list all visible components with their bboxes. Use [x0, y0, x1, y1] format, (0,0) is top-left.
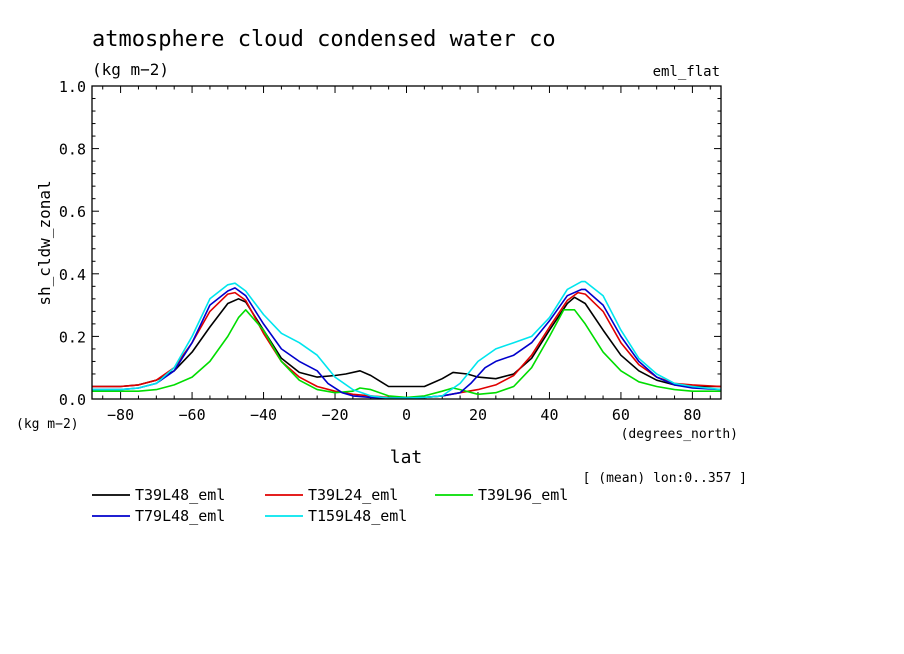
series-line-t39l48-eml — [92, 296, 721, 388]
series-line-t39l96-eml — [92, 308, 721, 399]
x-tick-label: 20 — [469, 406, 487, 424]
x-units-label: (degrees_north) — [621, 427, 738, 442]
x-tick-label: −40 — [250, 406, 277, 424]
y-axis-label: sh_cldw_zonal — [35, 180, 54, 305]
y-tick-label: 0.6 — [59, 203, 86, 221]
y-tick-label: 0.8 — [59, 141, 86, 159]
x-tick-label: −20 — [321, 406, 348, 424]
chart-units: (kg m−2) — [92, 60, 169, 79]
legend-label: T39L96_eml — [478, 486, 568, 504]
legend-label: T159L48_eml — [308, 507, 407, 525]
x-tick-label: −60 — [179, 406, 206, 424]
y-tick-label: 0.4 — [59, 266, 86, 284]
y-tick-label: 1.0 — [59, 78, 86, 96]
legend: T39L48_eml T39L24_eml T39L96_eml T79L48_eml… — [92, 486, 568, 525]
series-line-t159l48-eml — [92, 280, 722, 399]
y-tick-label: 0.2 — [59, 328, 86, 346]
plot-series-group — [92, 280, 722, 399]
footnote: [ (mean) lon:0..357 ] — [583, 471, 747, 486]
series-line-t79l48-eml — [92, 287, 722, 399]
x-tick-label: 0 — [402, 406, 411, 424]
x-tick-label: −80 — [107, 406, 134, 424]
chart-tag: eml_flat — [653, 64, 720, 80]
legend-label: T39L48_eml — [135, 486, 225, 504]
x-tick-label: 40 — [540, 406, 558, 424]
x-tick-label: 60 — [612, 406, 630, 424]
plot-frame — [91, 85, 722, 400]
legend-label: T79L48_eml — [135, 507, 225, 525]
chart-title: atmosphere cloud condensed water co — [92, 27, 556, 52]
y-units-label: (kg m−2) — [16, 417, 79, 432]
legend-label: T39L24_eml — [308, 486, 398, 504]
x-tick-label: 80 — [683, 406, 701, 424]
y-tick-label: 0.0 — [59, 391, 86, 409]
x-axis-label: lat — [390, 447, 423, 468]
